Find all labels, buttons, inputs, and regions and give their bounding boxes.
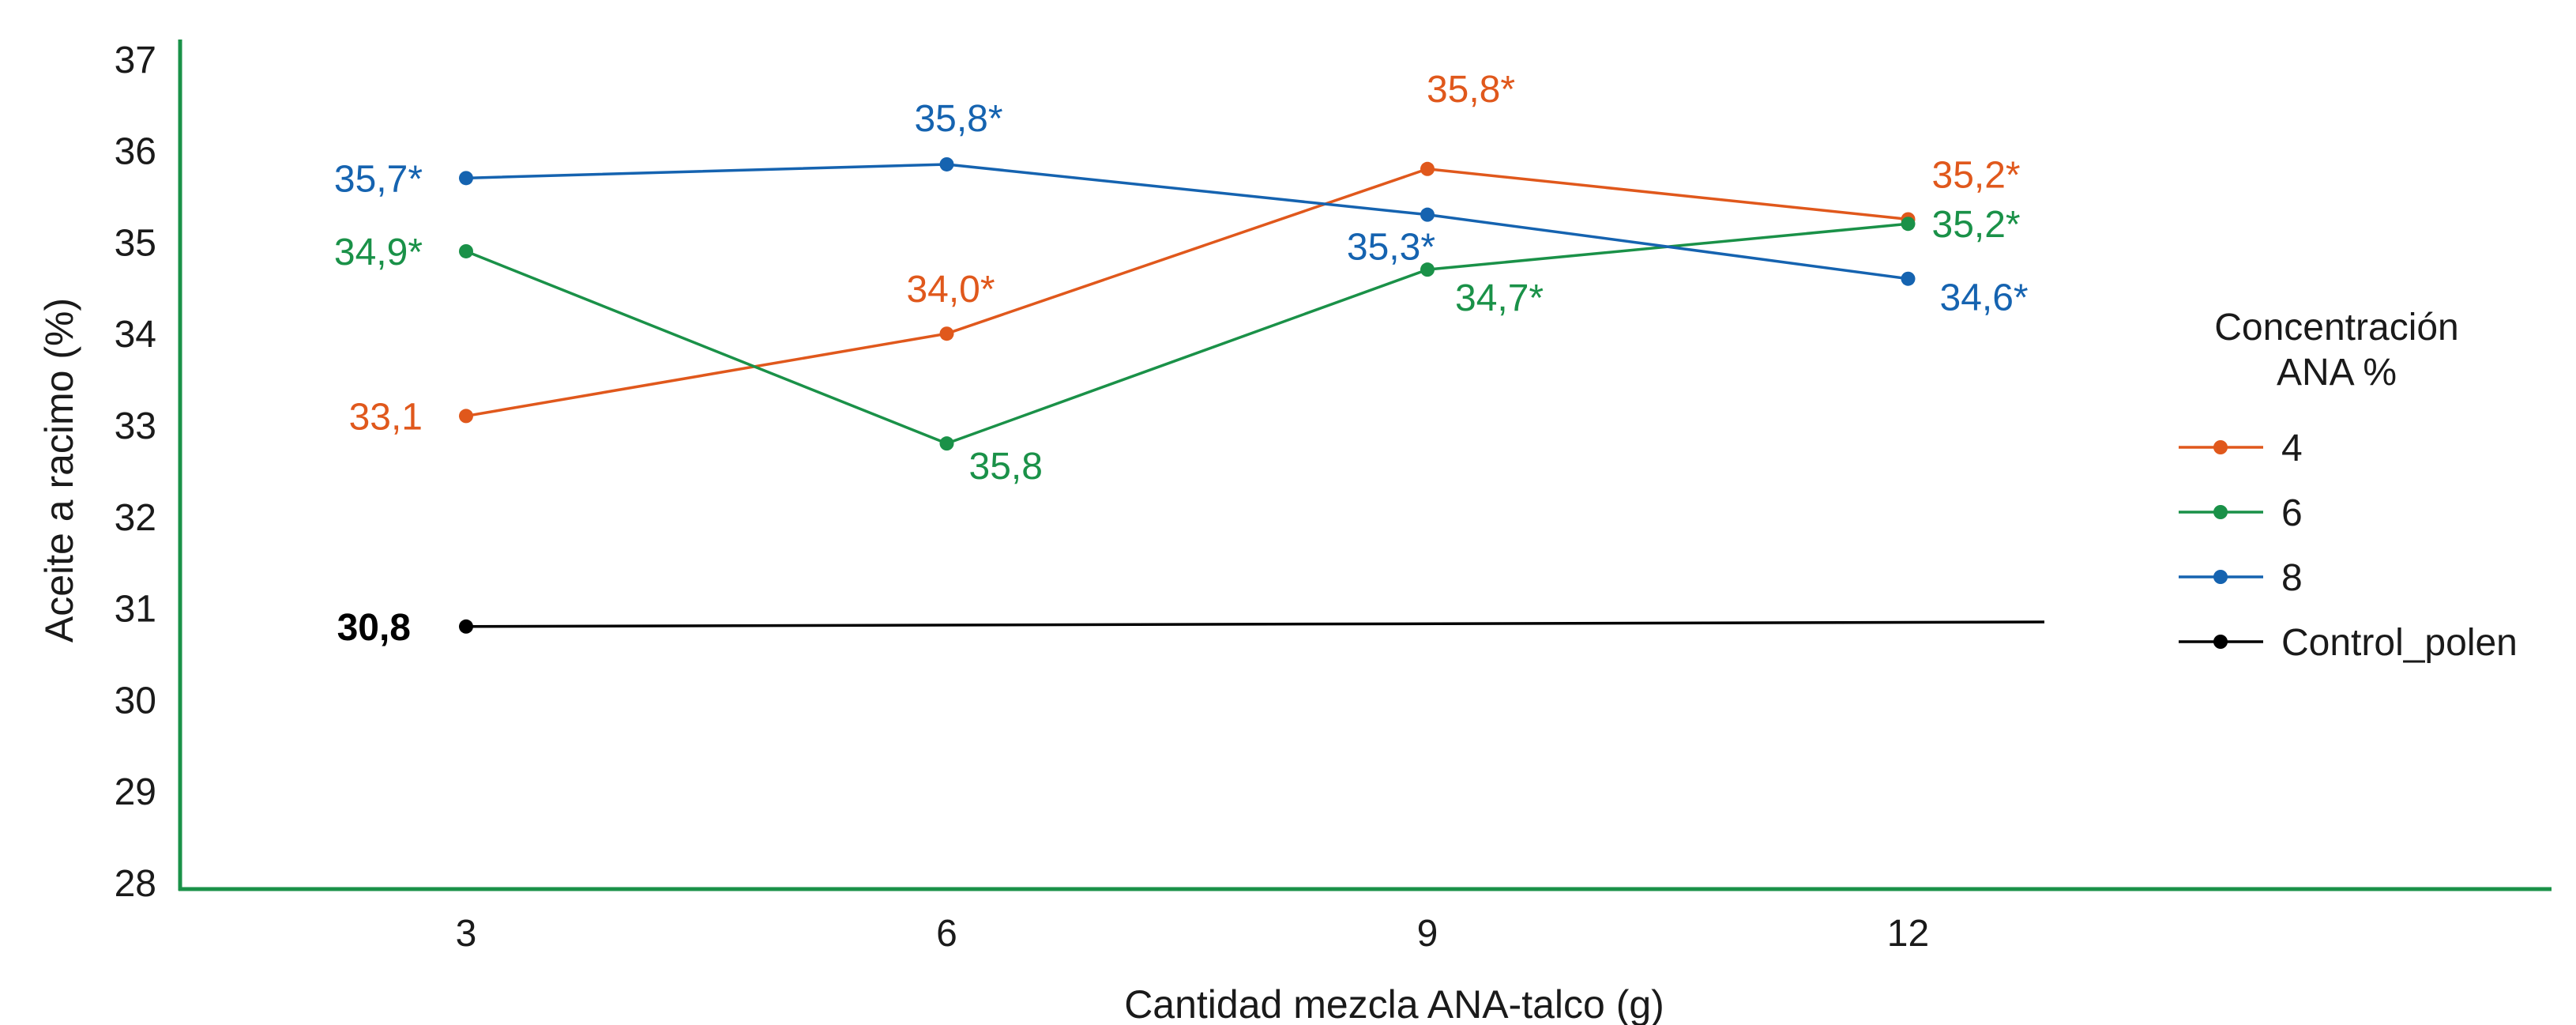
legend-item-4: 4	[2179, 428, 2303, 469]
x-axis-ticks: 3 6 9 12	[456, 913, 1930, 955]
data-point-6	[1420, 262, 1435, 277]
data-point-4	[459, 409, 473, 424]
data-point-8	[939, 156, 954, 171]
legend-title-line2: ANA %	[2277, 352, 2397, 394]
y-tick-label: 36	[115, 131, 156, 173]
y-axis-ticks: 28 29 30 31 32 33 34 35 36 37	[115, 40, 156, 905]
data-point-8	[459, 171, 473, 186]
data-label-6: 35,8	[969, 446, 1043, 488]
y-tick-label: 29	[115, 771, 156, 813]
series-lines	[465, 163, 2045, 628]
y-tick-label: 32	[115, 497, 156, 539]
data-point-6	[459, 243, 473, 258]
y-tick-label: 30	[115, 680, 156, 722]
series-line-4	[465, 167, 1908, 418]
legend-label: 6	[2281, 492, 2303, 534]
data-label-8: 35,3*	[1347, 227, 1435, 269]
data-label-4: 34,0*	[906, 269, 995, 311]
y-tick-label: 31	[115, 589, 156, 631]
y-tick-label: 37	[115, 40, 156, 81]
data-label-4: 33,1	[349, 396, 423, 438]
series-line-6	[465, 222, 1908, 446]
data-label-6: 34,7*	[1455, 277, 1544, 319]
x-tick-label: 3	[456, 913, 477, 955]
data-point-6	[939, 436, 954, 451]
series-line-control-polen	[465, 620, 2045, 628]
series-points	[459, 156, 1916, 634]
axes	[178, 40, 2552, 891]
legend-label: 8	[2281, 557, 2303, 599]
data-label-6: 35,2*	[1932, 204, 2021, 246]
legend-title-line1: Concentración	[2214, 307, 2459, 349]
data-labels: 33,1 34,0* 35,8* 35,2* 34,9* 35,8 34,7* 35,2* 35…	[334, 69, 2029, 649]
data-point-8	[1420, 207, 1435, 222]
legend-item-8: 8	[2179, 557, 2303, 599]
y-tick-label: 34	[115, 314, 156, 356]
data-point-control-polen	[459, 619, 473, 634]
data-point-4	[939, 326, 954, 341]
data-point-8	[1901, 271, 1916, 286]
y-tick-label: 33	[115, 405, 156, 447]
legend-label: Control_polen	[2281, 622, 2518, 664]
data-label-4: 35,2*	[1932, 154, 2021, 196]
legend-marker	[2213, 505, 2228, 519]
legend-item-6: 6	[2179, 492, 2303, 534]
x-tick-label: 6	[936, 913, 957, 955]
data-label-6: 34,9*	[334, 232, 423, 273]
y-tick-label: 28	[115, 863, 156, 905]
legend: Concentración ANA % 4 6 8 Control_polen	[2179, 307, 2518, 664]
data-label-control-polen: 30,8	[337, 607, 411, 649]
legend-item-control-polen: Control_polen	[2179, 622, 2518, 664]
x-axis-title: Cantidad mezcla ANA-talco (g)	[1124, 982, 1664, 1025]
series-line-8	[465, 163, 1908, 281]
data-point-6	[1901, 217, 1916, 232]
data-label-8: 35,7*	[334, 158, 423, 200]
y-axis-title: Aceite a racimo (%)	[37, 298, 81, 643]
legend-items: 4 6 8 Control_polen	[2179, 428, 2518, 664]
legend-marker	[2213, 635, 2228, 649]
data-point-4	[1420, 161, 1435, 176]
legend-marker	[2213, 570, 2228, 584]
legend-label: 4	[2281, 428, 2303, 469]
legend-marker	[2213, 440, 2228, 454]
x-tick-label: 9	[1417, 913, 1438, 955]
y-tick-label: 35	[115, 222, 156, 264]
data-label-4: 35,8*	[1427, 69, 1515, 111]
x-tick-label: 12	[1887, 913, 1929, 955]
data-label-8: 34,6*	[1940, 277, 2029, 319]
data-label-8: 35,8*	[914, 98, 1002, 140]
